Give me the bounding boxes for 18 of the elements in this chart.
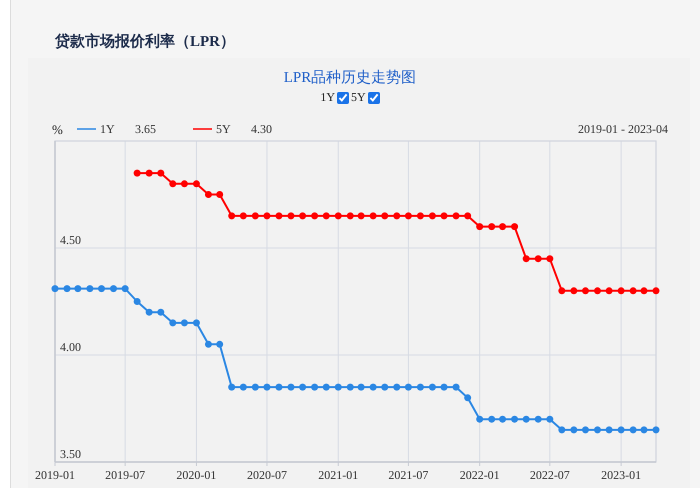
x-tick-label: 2021-01 xyxy=(318,468,358,482)
x-tick-label: 2022-01 xyxy=(460,468,500,482)
x-tick-label: 2019-01 xyxy=(35,468,75,482)
chart-title: 贷款市场报价利率（LPR） xyxy=(55,32,235,51)
y-axis-title: % xyxy=(52,122,63,137)
text: 2019-01 - 2023-04 xyxy=(578,122,668,136)
legend-label: 5Y xyxy=(216,122,231,136)
x-tick-label: 2019-07 xyxy=(105,468,146,482)
chart-subtitle: LPR品种历史走势图 xyxy=(282,68,418,87)
y-tick-label: 3.50 xyxy=(60,447,81,461)
x-tick-label: 2021-07 xyxy=(388,468,428,482)
x-tick-label: 2020-01 xyxy=(176,468,216,482)
y-tick-label: 4.00 xyxy=(60,340,81,354)
x-tick-label: 2020-07 xyxy=(246,468,287,482)
x-tick-label: 2023-01 xyxy=(601,468,642,482)
x-tick-label: 2022-07 xyxy=(530,468,570,482)
y-tick-label: 4.50 xyxy=(60,233,81,247)
legend-label: 1Y xyxy=(100,122,115,136)
